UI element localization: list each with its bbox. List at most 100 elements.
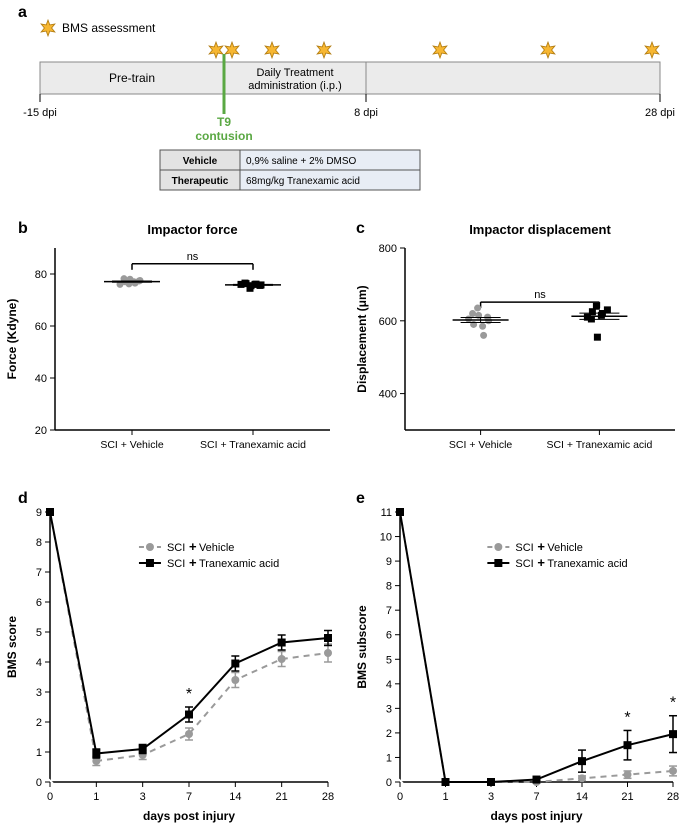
svg-text:3: 3 [488, 791, 494, 803]
svg-text:11: 11 [381, 507, 392, 519]
svg-text:60: 60 [35, 321, 47, 333]
svg-text:BMS score: BMS score [5, 616, 19, 678]
svg-text:21: 21 [621, 791, 633, 803]
svg-text:7: 7 [533, 791, 539, 803]
panel-e-label: e [356, 490, 365, 508]
svg-text:SCI + Vehicle: SCI + Vehicle [100, 439, 163, 451]
svg-text:0: 0 [386, 777, 392, 789]
svg-text:5: 5 [386, 654, 392, 666]
timeline-svg: BMS assessment Pre-train Daily Treatmentad… [0, 0, 685, 200]
svg-text:Force (Kdyne): Force (Kdyne) [5, 299, 19, 380]
chart-e-svg: 0 1 2 3 4 5 6 7 8 9 10 11 0 1 3 7 14 21 28 BMS subscore days… [350, 490, 685, 830]
svg-text:0,9% saline + 2% DMSO: 0,9% saline + 2% DMSO [246, 156, 357, 167]
svg-text:+: + [537, 539, 545, 554]
svg-text:7: 7 [386, 605, 392, 617]
svg-text:-15 dpi: -15 dpi [23, 107, 57, 119]
svg-text:+: + [537, 555, 545, 570]
svg-text:6: 6 [36, 597, 42, 609]
svg-text:Vehicle: Vehicle [199, 542, 234, 554]
svg-text:2: 2 [386, 728, 392, 740]
panel-b-label: b [18, 220, 28, 238]
svg-text:28: 28 [667, 791, 679, 803]
svg-text:10: 10 [380, 532, 392, 544]
svg-text:days post injury: days post injury [490, 809, 582, 823]
svg-text:Vehicle: Vehicle [183, 156, 218, 167]
svg-text:SCI: SCI [515, 558, 533, 570]
svg-text:28 dpi: 28 dpi [645, 107, 675, 119]
svg-text:3: 3 [386, 703, 392, 715]
svg-text:8 dpi: 8 dpi [354, 107, 378, 119]
panel-d: d 0 1 2 3 4 5 6 7 8 9 0 1 3 7 14 21 28 BMS score days post… [0, 490, 340, 830]
svg-text:SCI: SCI [167, 558, 185, 570]
panel-c: c Impactor displacement 400 600 800 Displace… [350, 220, 685, 470]
svg-text:3: 3 [36, 687, 42, 699]
svg-text:Pre-train: Pre-train [109, 71, 155, 85]
svg-text:days post injury: days post injury [143, 809, 235, 823]
svg-text:+: + [189, 555, 197, 570]
panel-e: e 0 1 2 3 4 5 6 7 8 9 10 11 0 1 3 7 14 21 28 BMS subscore da… [350, 490, 685, 830]
svg-text:0: 0 [47, 791, 53, 803]
svg-text:7: 7 [186, 791, 192, 803]
svg-text:9: 9 [386, 556, 392, 568]
svg-text:40: 40 [35, 373, 47, 385]
svg-text:T9: T9 [217, 115, 231, 129]
svg-text:400: 400 [379, 389, 397, 401]
svg-text:Tranexamic acid: Tranexamic acid [547, 558, 627, 570]
chart-d-svg: 0 1 2 3 4 5 6 7 8 9 0 1 3 7 14 21 28 BMS score days post i… [0, 490, 340, 830]
panel-d-label: d [18, 490, 28, 508]
svg-text:8: 8 [386, 581, 392, 593]
svg-text:SCI: SCI [167, 542, 185, 554]
svg-text:68mg/kg Tranexamic acid: 68mg/kg Tranexamic acid [246, 176, 360, 187]
svg-text:Tranexamic acid: Tranexamic acid [199, 558, 279, 570]
svg-text:contusion: contusion [195, 129, 252, 143]
svg-text:1: 1 [36, 747, 42, 759]
svg-text:SCI: SCI [515, 542, 533, 554]
panel-b: b Impactor force 20 40 60 80 Force (Kdyne) SCI… [0, 220, 340, 470]
panel-c-label: c [356, 220, 365, 238]
svg-text:0: 0 [397, 791, 403, 803]
svg-text:ns: ns [534, 289, 546, 301]
svg-text:600: 600 [379, 316, 397, 328]
svg-text:BMS assessment: BMS assessment [62, 21, 156, 35]
svg-text:20: 20 [35, 425, 47, 437]
svg-text:administration (i.p.): administration (i.p.) [248, 80, 342, 92]
svg-text:5: 5 [36, 627, 42, 639]
svg-text:*: * [624, 709, 630, 726]
svg-text:0: 0 [36, 777, 42, 789]
svg-text:Impactor displacement: Impactor displacement [469, 222, 611, 237]
svg-text:Therapeutic: Therapeutic [172, 176, 229, 187]
panel-a: a BMS assessment Pre-train Daily Treatment… [0, 0, 685, 200]
svg-text:21: 21 [276, 791, 288, 803]
svg-text:ns: ns [187, 251, 199, 263]
svg-text:1: 1 [386, 752, 392, 764]
panel-a-label: a [18, 4, 27, 22]
svg-text:9: 9 [36, 507, 42, 519]
chart-b-svg: Impactor force 20 40 60 80 Force (Kdyne) SCI +… [0, 220, 340, 470]
svg-text:Displacement (μm): Displacement (μm) [355, 285, 369, 392]
svg-text:SCI + Tranexamic acid: SCI + Tranexamic acid [200, 439, 306, 451]
svg-text:28: 28 [322, 791, 334, 803]
svg-text:BMS subscore: BMS subscore [355, 605, 369, 689]
svg-text:Daily Treatment: Daily Treatment [256, 67, 333, 79]
svg-text:SCI + Tranexamic acid: SCI + Tranexamic acid [546, 439, 652, 451]
svg-text:3: 3 [140, 791, 146, 803]
svg-text:7: 7 [36, 567, 42, 579]
svg-text:80: 80 [35, 269, 47, 281]
svg-text:6: 6 [386, 630, 392, 642]
svg-text:+: + [189, 539, 197, 554]
svg-text:2: 2 [36, 717, 42, 729]
svg-text:Vehicle: Vehicle [547, 542, 582, 554]
svg-text:14: 14 [576, 791, 588, 803]
svg-text:SCI + Vehicle: SCI + Vehicle [449, 439, 512, 451]
svg-text:4: 4 [36, 657, 42, 669]
svg-text:1: 1 [93, 791, 99, 803]
svg-text:4: 4 [386, 679, 392, 691]
svg-text:800: 800 [379, 243, 397, 255]
svg-text:Impactor force: Impactor force [147, 222, 237, 237]
chart-c-svg: Impactor displacement 400 600 800 Displaceme… [350, 220, 685, 470]
svg-text:1: 1 [442, 791, 448, 803]
svg-text:8: 8 [36, 537, 42, 549]
svg-text:14: 14 [229, 791, 241, 803]
svg-text:*: * [186, 686, 192, 703]
svg-text:*: * [670, 695, 676, 712]
